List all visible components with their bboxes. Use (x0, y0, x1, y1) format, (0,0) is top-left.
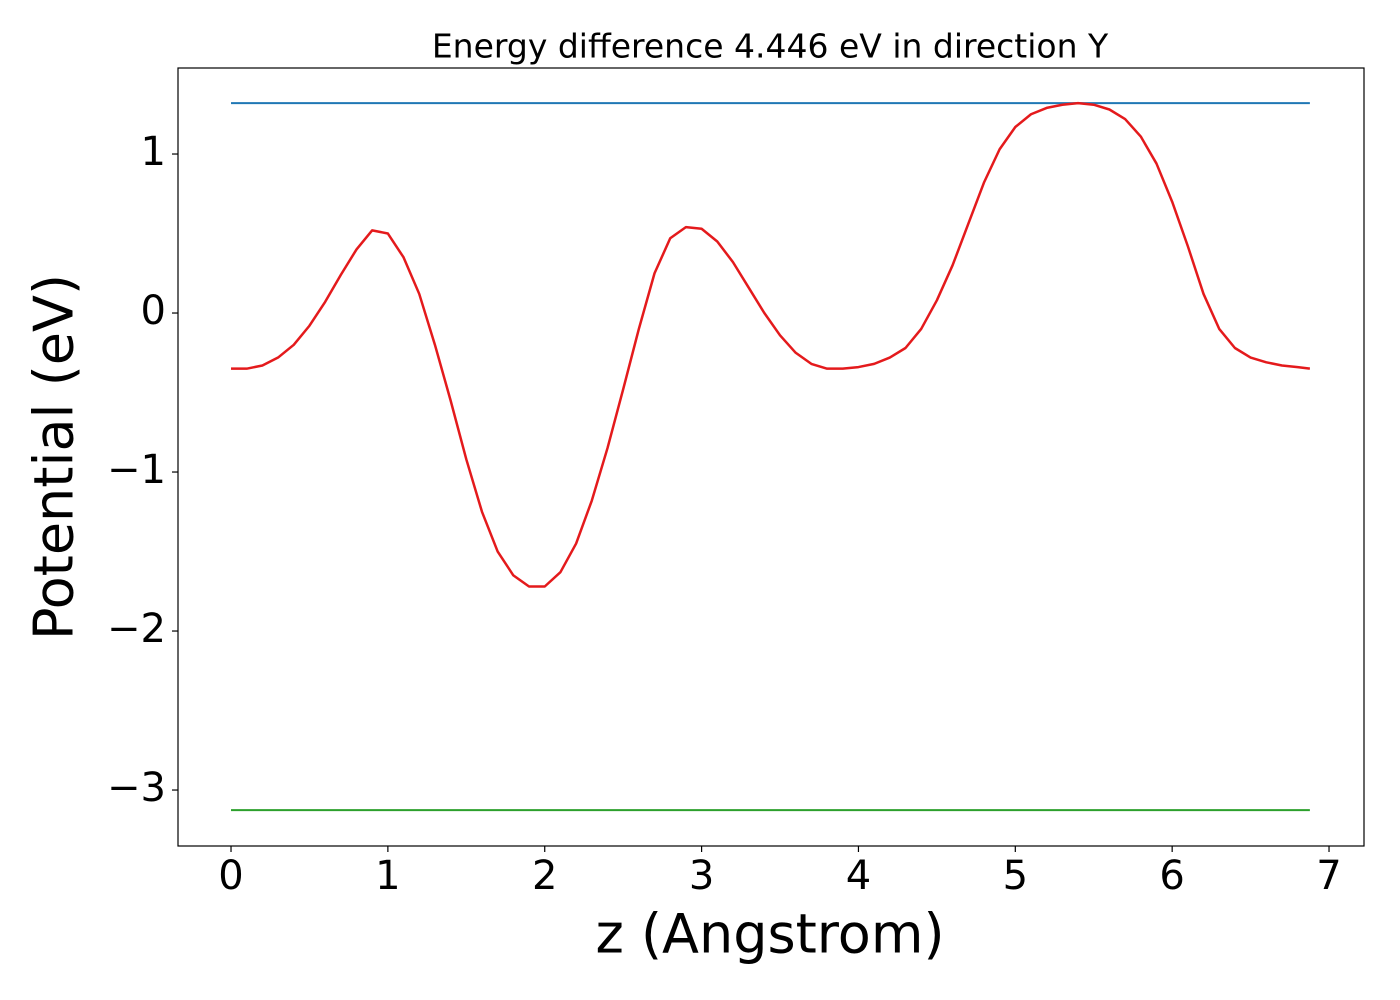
y-tick-label: 1 (141, 129, 166, 175)
x-tick-label: 6 (1159, 853, 1184, 899)
x-tick-label: 4 (846, 853, 871, 899)
y-tick-label: −3 (107, 765, 166, 811)
x-tick-label: 7 (1316, 853, 1341, 899)
y-tick-label: −2 (107, 606, 166, 652)
x-tick-label: 1 (375, 853, 400, 899)
x-tick-label: 2 (532, 853, 557, 899)
y-tick-label: 0 (141, 288, 166, 334)
x-tick-label: 3 (689, 853, 714, 899)
y-tick-label: −1 (107, 447, 166, 493)
x-axis-label: z (Angstrom) (595, 903, 944, 966)
y-axis-label: Potential (eV) (23, 274, 86, 640)
chart-title: Energy difference 4.446 eV in direction … (432, 27, 1109, 66)
x-tick-label: 0 (218, 853, 243, 899)
data-line (231, 101, 1311, 588)
x-tick-label: 5 (1003, 853, 1028, 899)
plot-frame (177, 67, 1365, 847)
